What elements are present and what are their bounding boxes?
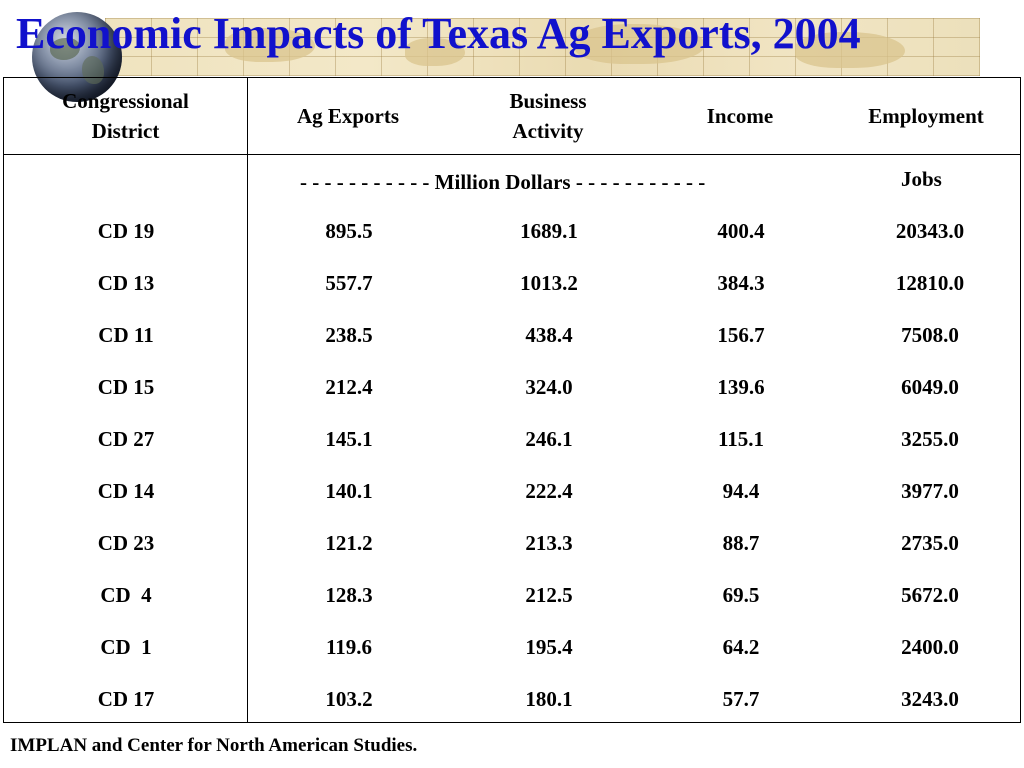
cell-ag-exports: 121.2: [325, 531, 373, 555]
cell-employment: 12810.0: [895, 271, 965, 295]
cell-business-activity: 246.1: [525, 427, 573, 451]
cell-income: 57.7: [722, 687, 760, 711]
table-row: CD 4 128.3 212.5 69.5 5672.0: [4, 583, 1020, 613]
cell-ag-exports: 895.5: [325, 219, 373, 243]
cell-district: CD 15: [97, 375, 155, 399]
cell-income: 69.5: [722, 583, 760, 607]
cell-business-activity: 195.4: [525, 635, 573, 659]
data-table: Congressional District Ag Exports Busines…: [3, 77, 1021, 723]
table-row: CD 27 145.1 246.1 115.1 3255.0: [4, 427, 1020, 457]
cell-income: 384.3: [717, 271, 765, 295]
table-row: CD 17 103.2 180.1 57.7 3243.0: [4, 687, 1020, 717]
cell-income: 64.2: [722, 635, 760, 659]
header-employment: Employment: [868, 104, 984, 128]
cell-ag-exports: 145.1: [325, 427, 373, 451]
cell-income: 400.4: [717, 219, 765, 243]
cell-ag-exports: 557.7: [325, 271, 373, 295]
cell-district: CD 14: [97, 479, 155, 503]
cell-business-activity: 180.1: [525, 687, 573, 711]
cell-district: CD 4: [100, 583, 152, 607]
cell-business-activity: 1013.2: [520, 271, 578, 295]
cell-employment: 6049.0: [901, 375, 959, 399]
source-note: IMPLAN and Center for North American Stu…: [10, 735, 418, 756]
header-income: Income: [706, 104, 774, 128]
cell-business-activity: 222.4: [525, 479, 573, 503]
cell-business-activity: 212.5: [525, 583, 573, 607]
table-row: CD 14 140.1 222.4 94.4 3977.0: [4, 479, 1020, 509]
cell-ag-exports: 128.3: [325, 583, 373, 607]
cell-ag-exports: 140.1: [325, 479, 373, 503]
cell-ag-exports: 103.2: [325, 687, 373, 711]
cell-employment: 2400.0: [901, 635, 959, 659]
cell-district: CD 17: [97, 687, 155, 711]
cell-business-activity: 324.0: [525, 375, 573, 399]
cell-district: CD 1: [100, 635, 152, 659]
table-row: CD 11 238.5 438.4 156.7 7508.0: [4, 323, 1020, 353]
cell-income: 139.6: [717, 375, 765, 399]
cell-business-activity: 1689.1: [520, 219, 578, 243]
cell-employment: 3243.0: [901, 687, 959, 711]
cell-employment: 5672.0: [901, 583, 959, 607]
table-row: CD 1 119.6 195.4 64.2 2400.0: [4, 635, 1020, 665]
cell-ag-exports: 212.4: [325, 375, 373, 399]
cell-income: 156.7: [717, 323, 765, 347]
cell-employment: 2735.0: [901, 531, 959, 555]
cell-district: CD 23: [97, 531, 155, 555]
globe-icon: [32, 12, 122, 102]
cell-employment: 20343.0: [895, 219, 965, 243]
cell-district: CD 13: [97, 271, 155, 295]
unit-label-million-dollars: - - - - - - - - - - - Million Dollars - …: [300, 170, 706, 194]
cell-business-activity: 438.4: [525, 323, 573, 347]
header-business-activity: Business Activity: [509, 89, 587, 143]
cell-district: CD 27: [97, 427, 155, 451]
header-congressional-district: Congressional District: [62, 89, 189, 143]
cell-income: 88.7: [722, 531, 760, 555]
cell-business-activity: 213.3: [525, 531, 573, 555]
table-row: CD 23 121.2 213.3 88.7 2735.0: [4, 531, 1020, 561]
table-row: CD 13 557.7 1013.2 384.3 12810.0: [4, 271, 1020, 301]
cell-ag-exports: 238.5: [325, 323, 373, 347]
cell-employment: 7508.0: [901, 323, 959, 347]
table-row: CD 19 895.5 1689.1 400.4 20343.0: [4, 219, 1020, 249]
header-ag-exports: Ag Exports: [296, 104, 400, 128]
table-row: CD 15 212.4 324.0 139.6 6049.0: [4, 375, 1020, 405]
cell-ag-exports: 119.6: [325, 635, 373, 659]
header-divider: [4, 154, 1020, 155]
cell-employment: 3977.0: [901, 479, 959, 503]
cell-district: CD 19: [97, 219, 155, 243]
column-divider: [247, 78, 248, 722]
unit-label-jobs: Jobs: [901, 167, 942, 191]
world-map-banner: [105, 18, 980, 76]
cell-employment: 3255.0: [901, 427, 959, 451]
cell-income: 94.4: [722, 479, 760, 503]
page-title: Economic Impacts of Texas Ag Exports, 20…: [16, 9, 861, 58]
cell-income: 115.1: [717, 427, 765, 451]
cell-district: CD 11: [98, 323, 154, 347]
